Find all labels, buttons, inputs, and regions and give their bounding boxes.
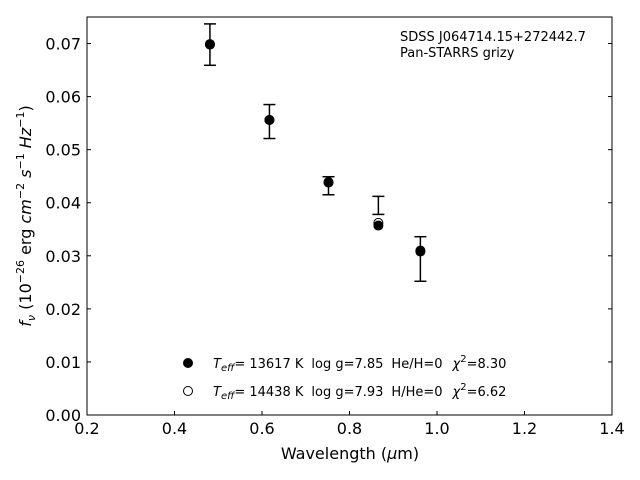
plot-frame: [86, 16, 613, 416]
x-axis-label: Wavelength (μm): [281, 444, 419, 463]
y-tick-label: 0.03: [45, 247, 81, 266]
x-tick-label: 1.4: [599, 419, 624, 438]
model-point-filled: [373, 220, 384, 231]
model-point-open: [264, 114, 275, 125]
model-point-open: [373, 217, 384, 228]
y-axis-label: fν (10−26 erg cm−2 s−1 Hz−1): [14, 105, 38, 326]
x-tick-label: 1.0: [424, 419, 449, 438]
y-tick-label: 0.07: [45, 35, 81, 54]
y-tick-label: 0.02: [45, 300, 81, 319]
legend-marker-open: [183, 386, 193, 396]
y-tick-label: 0.04: [45, 194, 81, 213]
model-point-open: [415, 245, 426, 256]
x-tick-label: 0.2: [74, 419, 99, 438]
plot-marks: [203, 23, 427, 283]
annotation-line-1: SDSS J064714.15+272442.7: [400, 30, 586, 45]
x-tick-label: 0.8: [337, 419, 362, 438]
y-tick-label: 0.06: [45, 88, 81, 107]
x-tick-label: 0.4: [162, 419, 187, 438]
y-tick-label: 0.05: [45, 141, 81, 160]
legend-marker-filled: [183, 358, 193, 368]
y-tick-label: 0.00: [45, 406, 81, 425]
annotation-line-2: Pan-STARRS grizy: [400, 46, 515, 61]
x-tick-label: 0.6: [249, 419, 274, 438]
x-axis: 0.2 0.4 0.6 0.8 1.0 1.2 1.4: [74, 411, 625, 438]
y-axis: 0.00 0.01 0.02 0.03 0.04 0.05 0.06 0.07: [45, 35, 612, 425]
model-point-open: [323, 177, 334, 188]
y-tick-label: 0.01: [45, 353, 81, 372]
x-tick-label: 1.2: [512, 419, 537, 438]
model-point-open: [204, 39, 215, 50]
